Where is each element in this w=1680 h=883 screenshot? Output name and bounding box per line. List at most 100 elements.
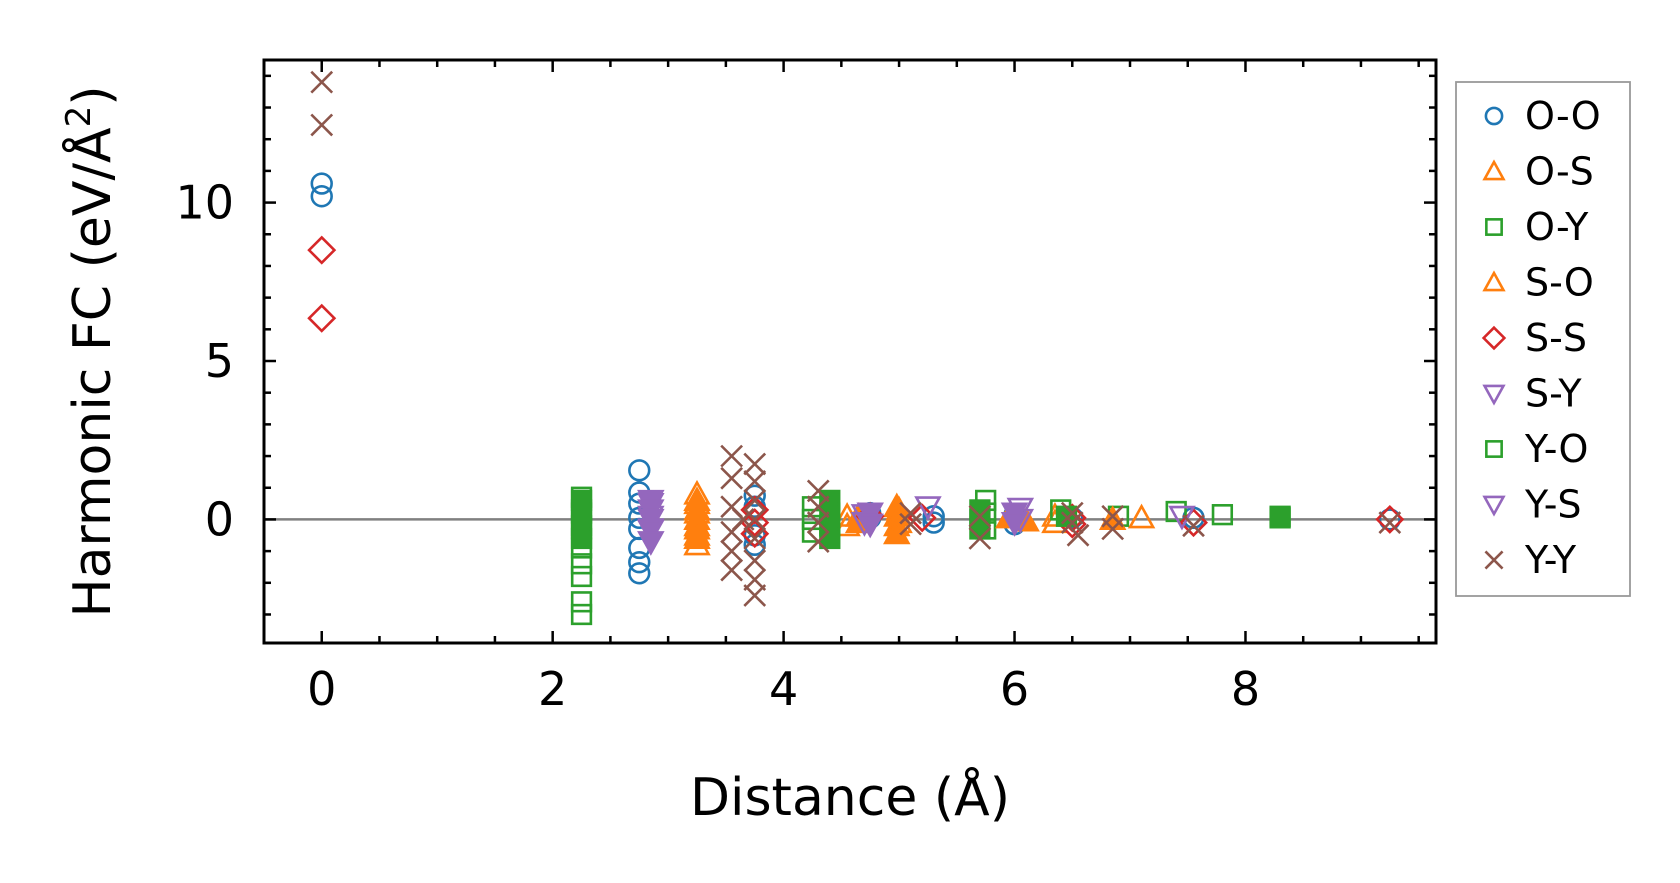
data-point: [806, 495, 830, 519]
data-point: [628, 459, 651, 482]
legend-entry: Y-Y: [1484, 538, 1577, 582]
legend-label: S-Y: [1525, 372, 1582, 416]
data-point: [310, 70, 334, 94]
y-tick-label: 5: [205, 334, 234, 388]
y-axis-label-main: Harmonic FC (eV/Å: [61, 127, 123, 618]
data-point: [1060, 501, 1084, 525]
data-point: [637, 531, 665, 556]
y-axis-label-superscript: 2: [59, 106, 99, 128]
data-point: [743, 484, 766, 507]
data-point: [801, 521, 824, 543]
legend-label: O-Y: [1525, 205, 1589, 249]
data-point: [856, 513, 884, 539]
data-point: [570, 565, 593, 588]
data-point: [1378, 508, 1402, 531]
legend-label: Y-Y: [1524, 538, 1577, 582]
data-point: [806, 530, 830, 553]
legend-entry: S-O: [1482, 261, 1594, 305]
legend-label: O-O: [1525, 94, 1601, 138]
data-point: [628, 551, 651, 574]
legend-entry: Y-O: [1485, 427, 1588, 471]
data-point: [899, 512, 922, 536]
x-tick-label: 8: [1231, 662, 1260, 716]
legend-entry: Y-S: [1482, 483, 1582, 527]
data-point: [922, 511, 945, 534]
data-point: [806, 479, 830, 503]
axis-ticks: [262, 60, 1436, 643]
data-point: [743, 549, 767, 572]
legend-label: O-S: [1525, 150, 1594, 194]
data-point: [720, 558, 744, 582]
legend-label: S-S: [1525, 316, 1587, 360]
series-s-s: [307, 235, 1405, 549]
legend-entry: S-S: [1481, 316, 1587, 360]
y-axis-label: Harmonic FC (eV/Å2): [59, 85, 123, 617]
y-tick-labels: 0 5 10: [175, 176, 234, 547]
x-tick-label: 6: [1000, 662, 1029, 716]
data-point: [1378, 511, 1402, 534]
data-point: [1165, 500, 1187, 523]
data-point: [570, 553, 593, 575]
legend: O-O O-S O-Y S-O S-S S-Y Y-O Y-S Y-Y: [1455, 81, 1631, 597]
x-tick-labels: 0 2 4 6 8: [307, 662, 1260, 716]
data-point: [743, 584, 767, 607]
data-point: [1269, 507, 1291, 529]
legend-marker: [1484, 550, 1504, 570]
data-point: [743, 470, 767, 493]
data-point: [1066, 523, 1090, 547]
data-point: [968, 527, 992, 550]
legend-marker: [1482, 495, 1506, 517]
data-point: [310, 113, 334, 137]
data-point: [968, 504, 992, 528]
y-tick-label: 0: [205, 492, 234, 546]
legend-marker: [1481, 325, 1507, 351]
legend-entry: S-Y: [1482, 372, 1582, 416]
legend-label: S-O: [1525, 261, 1594, 305]
legend-marker: [1484, 106, 1504, 126]
data-point: [570, 591, 593, 613]
data-point: [1060, 511, 1084, 534]
series-y-y: [310, 70, 1402, 607]
legend-marker: [1482, 270, 1506, 292]
legend-entry: O-Y: [1485, 205, 1589, 249]
data-point: [1101, 517, 1125, 541]
legend-marker: [1482, 384, 1506, 406]
legend-label: Y-O: [1524, 427, 1588, 471]
x-tick-label: 2: [538, 662, 567, 716]
data-point: [743, 508, 767, 531]
data-point: [731, 508, 755, 531]
legend-label: Y-S: [1524, 483, 1582, 527]
data-point: [310, 185, 333, 208]
data-point: [743, 489, 767, 512]
y-tick-label: 10: [175, 176, 234, 230]
x-tick-label: 0: [307, 662, 336, 716]
data-point: [628, 562, 651, 585]
legend-entry: O-O: [1484, 94, 1601, 138]
data-point: [914, 496, 942, 521]
series-y-s: [637, 489, 1029, 556]
y-axis-label-end: ): [63, 85, 123, 105]
data-point: [307, 235, 337, 265]
data-point: [1127, 503, 1156, 529]
legend-marker: [1485, 440, 1503, 458]
data-point: [899, 501, 922, 525]
plot-frame: [262, 58, 1438, 645]
data-points: [307, 70, 1405, 626]
data-point: [720, 466, 744, 490]
data-point: [806, 511, 830, 534]
data-point: [720, 539, 744, 563]
data-point: [1211, 504, 1234, 526]
data-point: [570, 603, 593, 626]
data-point: [1182, 514, 1205, 538]
legend-entry: O-S: [1482, 150, 1594, 194]
legend-marker: [1482, 159, 1506, 181]
data-point: [743, 527, 767, 550]
data-point: [570, 527, 593, 550]
data-point: [683, 524, 711, 549]
data-point: [740, 508, 770, 538]
x-axis-label: Distance (Å): [690, 766, 1010, 828]
data-point: [743, 452, 767, 476]
data-point: [743, 568, 767, 591]
legend-marker: [1485, 218, 1503, 236]
